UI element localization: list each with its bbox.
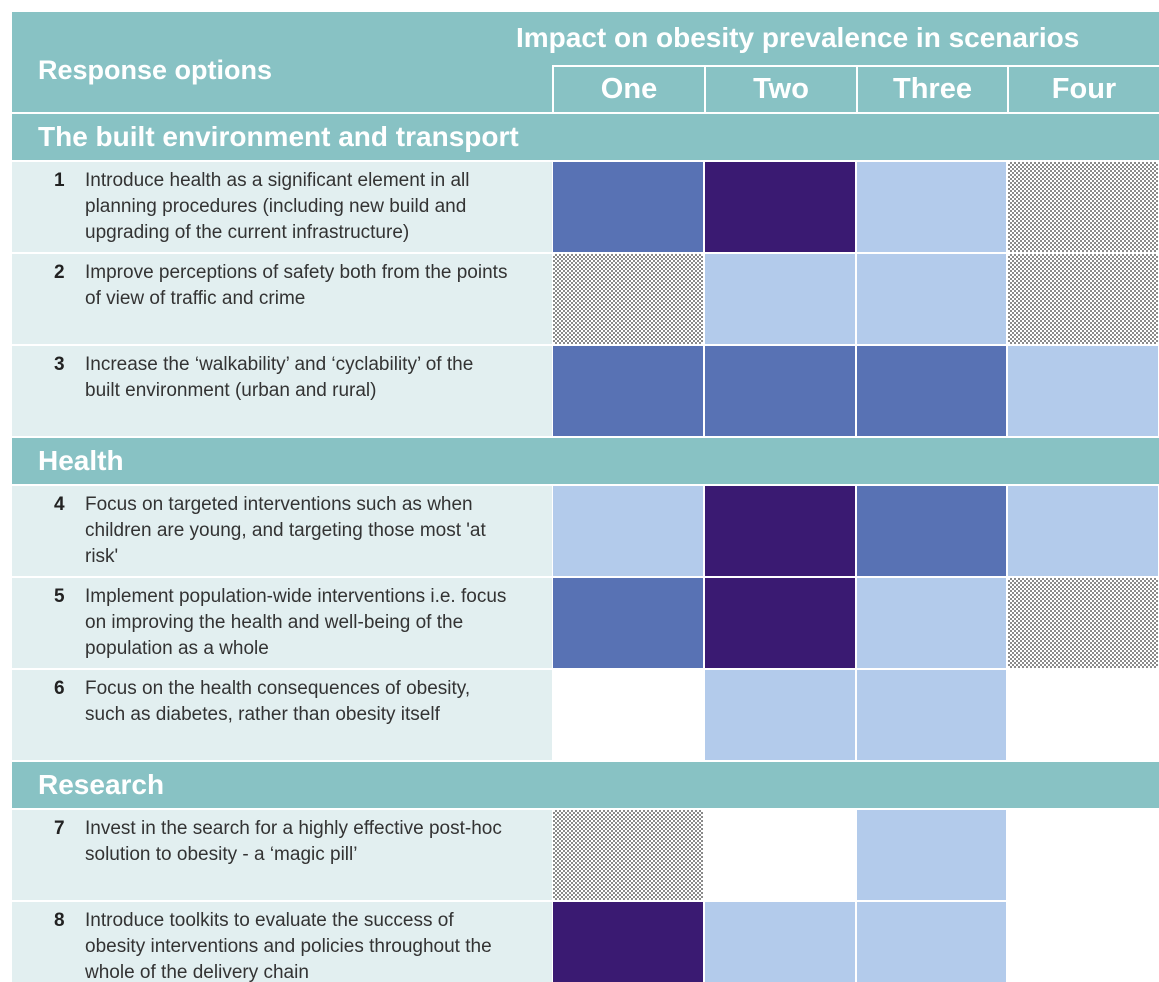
row-text: Focus on targeted interventions such as … — [12, 486, 552, 576]
impact-cell — [705, 578, 855, 668]
column-header: Three — [856, 65, 1007, 112]
impact-cell — [1008, 486, 1158, 576]
column-header: Four — [1007, 65, 1159, 112]
section-title: The built environment and transport — [12, 114, 1159, 160]
row-text: Introduce health as a significant elemen… — [12, 162, 552, 252]
impact-cell — [1008, 810, 1158, 900]
row-number: 6 — [54, 678, 65, 699]
row-text: Introduce toolkits to evaluate the succe… — [12, 902, 552, 982]
impact-cell — [705, 670, 855, 760]
row-text: Implement population-wide interventions … — [12, 578, 552, 668]
impact-cell — [705, 486, 855, 576]
impact-cell — [705, 902, 855, 982]
impact-cell — [1008, 670, 1158, 760]
row-number: 5 — [54, 586, 65, 607]
impact-cell — [553, 810, 703, 900]
impact-cell — [553, 578, 703, 668]
scenarios-title: Impact on obesity prevalence in scenario… — [516, 16, 1080, 60]
impact-cell — [857, 486, 1006, 576]
row-text: Increase the ‘walkability’ and ‘cyclabil… — [12, 346, 552, 436]
row-text: Focus on the health consequences of obes… — [12, 670, 552, 760]
impact-cell — [553, 254, 703, 344]
impact-cell — [857, 670, 1006, 760]
row-number: 2 — [54, 262, 65, 283]
impact-cell — [857, 254, 1006, 344]
row-number: 4 — [54, 494, 65, 515]
row-text: Improve perceptions of safety both from … — [12, 254, 552, 344]
impact-cell — [705, 346, 855, 436]
impact-cell — [553, 162, 703, 252]
row-number: 8 — [54, 910, 65, 931]
impact-cell — [553, 346, 703, 436]
impact-cell — [857, 578, 1006, 668]
column-header: One — [552, 65, 704, 112]
impact-cell — [553, 670, 703, 760]
impact-cell — [553, 486, 703, 576]
impact-cell — [857, 902, 1006, 982]
impact-cell — [857, 162, 1006, 252]
impact-cell — [553, 902, 703, 982]
impact-cell — [1008, 902, 1158, 982]
impact-cell — [857, 810, 1006, 900]
row-number: 3 — [54, 354, 65, 375]
impact-cell — [1008, 162, 1158, 252]
impact-cell — [705, 162, 855, 252]
impact-cell — [705, 810, 855, 900]
section-title: Research — [12, 762, 1159, 808]
row-number: 1 — [54, 170, 65, 191]
row-number: 7 — [54, 818, 65, 839]
impact-cell — [705, 254, 855, 344]
row-text: Invest in the search for a highly effect… — [12, 810, 552, 900]
impact-cell — [1008, 346, 1158, 436]
impact-cell — [1008, 254, 1158, 344]
impact-cell — [1008, 578, 1158, 668]
column-header: Two — [704, 65, 856, 112]
header-left: Response options — [38, 48, 273, 92]
section-title: Health — [12, 438, 1159, 484]
impact-cell — [857, 346, 1006, 436]
